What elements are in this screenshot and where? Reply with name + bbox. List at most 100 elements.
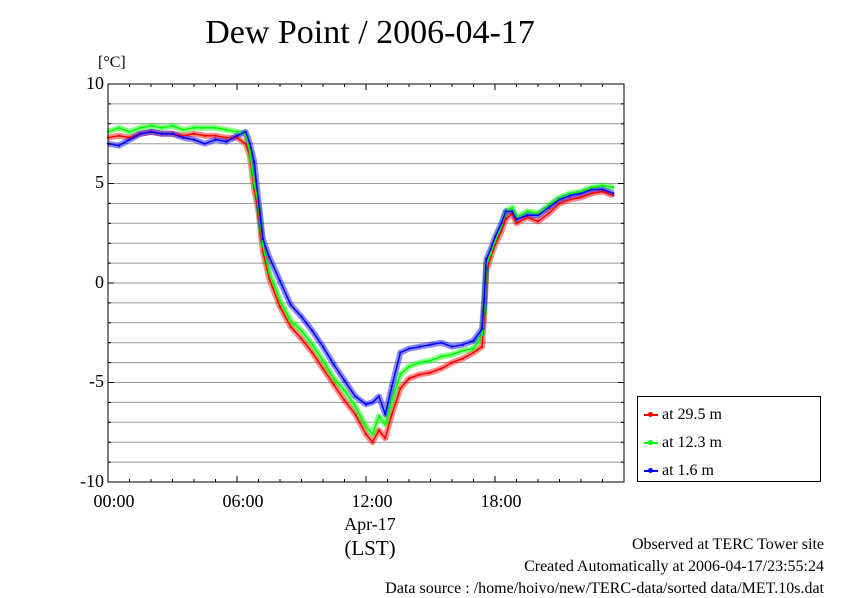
data-point bbox=[214, 134, 217, 137]
data-point bbox=[235, 136, 239, 139]
data-point bbox=[257, 200, 260, 203]
data-point bbox=[579, 196, 583, 199]
data-point bbox=[117, 144, 121, 147]
data-point bbox=[547, 204, 550, 207]
data-point bbox=[485, 257, 488, 261]
data-point bbox=[418, 373, 421, 376]
data-point bbox=[225, 136, 228, 139]
footer-created: Created Automatically at 2006-04-17/23:5… bbox=[524, 558, 824, 575]
data-point bbox=[461, 343, 464, 346]
data-point bbox=[536, 220, 540, 223]
data-point bbox=[192, 126, 196, 129]
data-point bbox=[418, 361, 421, 364]
data-point bbox=[407, 347, 411, 350]
x-tick-label: 00:00 bbox=[93, 491, 135, 511]
data-point bbox=[117, 134, 121, 137]
data-point bbox=[268, 255, 271, 259]
series-band bbox=[106, 122, 614, 438]
data-point bbox=[384, 423, 387, 426]
data-point bbox=[480, 333, 484, 336]
y-tick-label: 0 bbox=[95, 272, 104, 292]
data-point bbox=[214, 126, 217, 129]
data-point bbox=[182, 134, 185, 137]
data-point bbox=[377, 395, 381, 398]
data-point bbox=[268, 271, 271, 275]
data-point bbox=[235, 130, 239, 133]
data-point bbox=[440, 341, 443, 344]
data-point bbox=[461, 357, 464, 360]
footer-source: Data source : /home/hoivo/new/TERC-data/… bbox=[385, 580, 824, 597]
data-point bbox=[248, 150, 252, 153]
x-tick-label: 12:00 bbox=[351, 491, 393, 511]
data-point bbox=[601, 184, 604, 187]
series-line bbox=[107, 125, 614, 435]
data-point bbox=[489, 252, 492, 255]
data-point bbox=[343, 399, 346, 402]
data-point bbox=[244, 130, 247, 133]
data-point bbox=[289, 325, 292, 328]
data-point bbox=[504, 218, 507, 221]
data-point bbox=[489, 248, 492, 251]
data-point bbox=[526, 216, 529, 219]
data-point bbox=[160, 132, 163, 135]
data-point bbox=[558, 198, 561, 201]
data-point bbox=[493, 236, 497, 239]
data-point bbox=[300, 337, 303, 340]
data-point bbox=[332, 377, 335, 380]
data-point bbox=[253, 182, 256, 185]
data-point bbox=[371, 401, 374, 404]
data-point bbox=[450, 353, 454, 356]
legend-swatch-green bbox=[644, 440, 658, 445]
data-point bbox=[500, 222, 503, 225]
data-point bbox=[612, 186, 615, 189]
data-point bbox=[547, 212, 550, 215]
data-point bbox=[500, 230, 503, 233]
data-point bbox=[569, 194, 572, 197]
data-point bbox=[354, 413, 357, 416]
data-point bbox=[321, 359, 325, 362]
legend-swatch-red bbox=[644, 412, 658, 417]
timezone-label: (LST) bbox=[344, 536, 396, 560]
data-point bbox=[300, 315, 303, 318]
y-tick-label: -10 bbox=[80, 471, 104, 491]
legend-label: at 12.3 m bbox=[662, 434, 722, 451]
data-point bbox=[601, 190, 604, 193]
data-point bbox=[399, 351, 402, 354]
data-point bbox=[440, 355, 443, 358]
series-band bbox=[107, 128, 615, 446]
y-tick-label: -5 bbox=[89, 371, 104, 391]
data-point bbox=[612, 192, 615, 195]
series-line bbox=[107, 131, 614, 443]
data-point bbox=[590, 186, 593, 189]
data-point bbox=[590, 192, 593, 195]
data-point bbox=[526, 210, 529, 213]
data-point bbox=[128, 138, 131, 141]
legend-swatch-blue bbox=[644, 468, 658, 473]
data-point bbox=[399, 373, 402, 376]
data-point bbox=[139, 132, 142, 135]
data-point bbox=[214, 138, 217, 141]
data-point bbox=[407, 365, 411, 368]
data-point bbox=[248, 142, 252, 145]
data-point bbox=[149, 130, 153, 133]
legend-item: at 1.6 m bbox=[638, 457, 820, 485]
data-point bbox=[182, 128, 185, 131]
data-point bbox=[547, 206, 550, 209]
data-point bbox=[192, 132, 196, 135]
data-point bbox=[321, 345, 325, 348]
data-point bbox=[480, 327, 484, 330]
data-point bbox=[289, 303, 292, 307]
data-point bbox=[343, 389, 346, 392]
data-point bbox=[128, 130, 131, 133]
data-point bbox=[203, 126, 206, 129]
data-point bbox=[511, 206, 514, 209]
data-point bbox=[399, 387, 402, 390]
date-label: Apr-17 bbox=[344, 514, 396, 534]
data-point bbox=[171, 124, 174, 128]
data-point bbox=[440, 367, 443, 370]
data-point bbox=[390, 399, 393, 402]
data-point bbox=[149, 124, 153, 128]
data-point bbox=[429, 359, 432, 362]
data-point bbox=[354, 395, 357, 398]
data-point bbox=[117, 126, 121, 129]
